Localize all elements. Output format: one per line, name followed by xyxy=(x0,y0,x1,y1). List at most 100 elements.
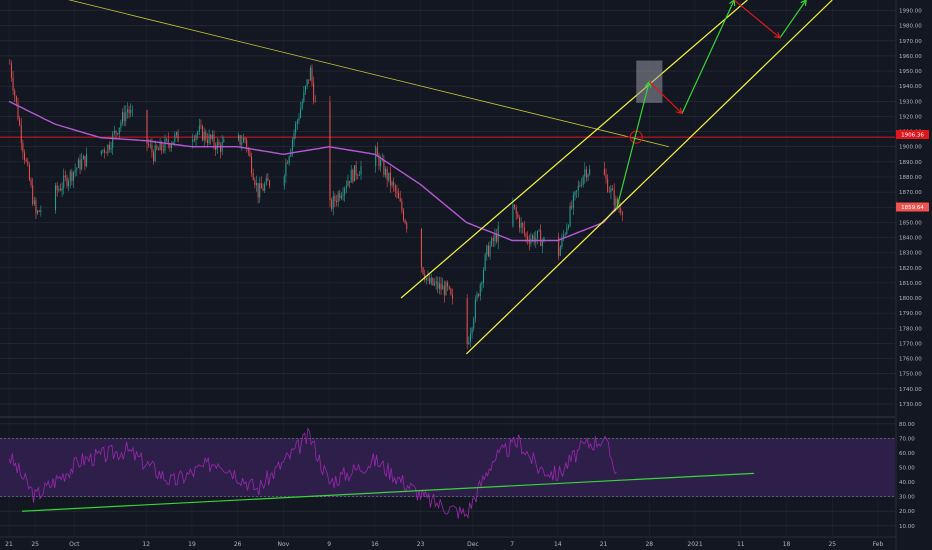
rsi-trendline[interactable] xyxy=(22,472,754,512)
candle-body xyxy=(523,227,525,234)
candle-body xyxy=(123,112,125,121)
candle-body xyxy=(122,112,124,123)
candle-body xyxy=(161,142,163,150)
projection-segment[interactable] xyxy=(648,81,683,114)
candle-body xyxy=(376,147,378,155)
price-tick-label: 1800.00 xyxy=(899,296,922,302)
candle-body xyxy=(342,194,344,196)
candle-body xyxy=(68,181,70,187)
projection-arrowhead xyxy=(729,0,736,7)
candle-body xyxy=(478,294,480,297)
projection-arrowhead xyxy=(676,107,683,115)
time-tick-label: Feb xyxy=(873,541,884,548)
candle-body xyxy=(218,141,220,146)
candle-body xyxy=(195,134,197,141)
projection-segment[interactable] xyxy=(779,0,807,39)
candle-body xyxy=(536,230,538,238)
candle-body xyxy=(434,283,436,286)
candle-body xyxy=(306,79,308,87)
candle-body xyxy=(489,245,491,257)
candle-body xyxy=(577,185,579,191)
projection-segment[interactable] xyxy=(616,81,650,209)
price-tick-label: 1770.00 xyxy=(899,341,922,347)
candle-body xyxy=(172,141,174,145)
rsi-tick-label: 20.00 xyxy=(899,509,915,515)
rsi-pane[interactable] xyxy=(0,427,895,519)
price-axis[interactable]: 1990.00 1980.00 1970.00 1960.00 1950.00 1940.… xyxy=(895,0,932,550)
candle-body xyxy=(311,67,313,83)
candle-body xyxy=(202,126,204,141)
candle-body xyxy=(74,170,76,173)
candle-body xyxy=(391,181,393,186)
candle-body xyxy=(254,179,256,186)
candle-body xyxy=(156,145,158,150)
candle-body xyxy=(166,139,168,140)
descending-trendline[interactable] xyxy=(0,0,670,148)
candle-body xyxy=(564,233,566,235)
candle-body xyxy=(541,240,543,247)
candle-body xyxy=(79,159,81,169)
time-tick-label: 23 xyxy=(417,541,425,548)
support-price-label-bg xyxy=(896,130,929,139)
candle-body xyxy=(257,182,259,198)
candle-body xyxy=(265,178,267,185)
candle-body xyxy=(448,286,450,289)
candle-body xyxy=(607,178,609,192)
last-price-label: 1859.64 xyxy=(901,205,924,211)
time-tick-label: 2021 xyxy=(687,541,702,548)
candle-body xyxy=(468,341,470,344)
candle-body xyxy=(620,208,622,213)
candle-body xyxy=(19,119,21,126)
candle-body xyxy=(192,139,194,142)
time-tick-label: Nov xyxy=(278,541,290,548)
candle-body xyxy=(571,205,573,208)
candle-body xyxy=(285,162,287,177)
candle-body xyxy=(146,110,148,144)
projection-arrows[interactable] xyxy=(616,0,807,209)
rsi-tick-label: 70.00 xyxy=(899,436,915,442)
candle-body xyxy=(358,174,360,176)
candle-body xyxy=(63,175,65,189)
candle-body xyxy=(153,152,155,162)
candle-body xyxy=(572,195,574,208)
price-tick-label: 1950.00 xyxy=(899,69,922,75)
candle-body xyxy=(247,148,249,152)
candle-body xyxy=(497,226,499,242)
price-tick-label: 1990.00 xyxy=(899,9,922,15)
candle-body xyxy=(445,282,447,296)
candle-body xyxy=(605,174,607,179)
price-tick-label: 1780.00 xyxy=(899,326,922,332)
candle-body xyxy=(125,112,127,121)
price-tick-label: 1830.00 xyxy=(899,251,922,257)
channel-lower-line[interactable] xyxy=(465,0,833,355)
candle-body xyxy=(388,172,390,181)
time-axis[interactable]: 21 25 Oct 12 19 26 Nov 9 16 23 Dec 7 14 21 28 2021 11 18 2… xyxy=(0,536,896,548)
projection-segment[interactable] xyxy=(681,0,735,114)
candle-body xyxy=(427,277,429,279)
candle-body xyxy=(394,185,396,192)
candle-body xyxy=(345,185,347,189)
projection-arrowhead xyxy=(800,0,807,7)
rsi-tick-label: 80.00 xyxy=(899,422,915,428)
candle-body xyxy=(193,139,195,141)
candle-body xyxy=(525,233,527,237)
projection-segment[interactable] xyxy=(733,0,781,39)
candle-body xyxy=(300,108,302,118)
candle-body xyxy=(404,220,406,224)
candle-body xyxy=(425,278,427,280)
channel-upper-line[interactable] xyxy=(400,0,748,299)
candle-body xyxy=(442,285,444,290)
price-tick-label: 1900.00 xyxy=(899,145,922,151)
candle-body xyxy=(55,185,57,211)
candle-body xyxy=(304,86,306,92)
candle-body xyxy=(494,234,496,242)
candle-body xyxy=(40,210,42,212)
candle-body xyxy=(610,188,612,192)
candle-body xyxy=(167,139,169,145)
candle-body xyxy=(375,147,377,167)
candle-body xyxy=(484,254,486,270)
candle-body xyxy=(350,169,352,183)
price-pane[interactable] xyxy=(0,0,895,355)
candle-body xyxy=(100,150,102,155)
